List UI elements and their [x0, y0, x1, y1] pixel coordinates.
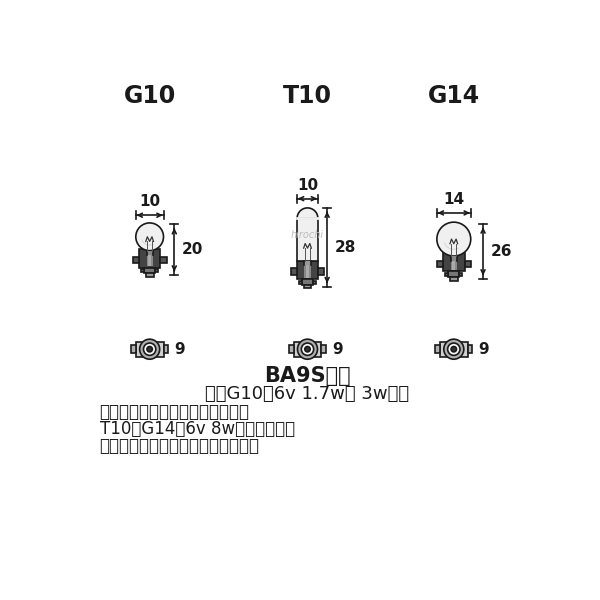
- Text: G10: G10: [124, 83, 176, 107]
- Bar: [146, 273, 154, 277]
- Bar: [451, 256, 457, 260]
- Bar: [448, 271, 459, 277]
- Bar: [464, 260, 471, 267]
- Bar: [304, 284, 311, 289]
- Bar: [459, 273, 462, 276]
- Bar: [467, 346, 472, 353]
- Text: 28: 28: [335, 240, 356, 255]
- Text: 10: 10: [297, 178, 318, 193]
- Bar: [160, 257, 167, 263]
- Bar: [443, 253, 464, 271]
- Text: hirochi: hirochi: [291, 230, 324, 240]
- Text: 9: 9: [332, 341, 343, 356]
- Text: BA9S口金: BA9S口金: [264, 366, 351, 386]
- Bar: [297, 218, 318, 260]
- Bar: [164, 346, 168, 353]
- Bar: [141, 269, 144, 272]
- Circle shape: [301, 343, 314, 355]
- Bar: [139, 249, 160, 268]
- Bar: [146, 251, 153, 266]
- Bar: [436, 346, 440, 353]
- Bar: [299, 281, 302, 284]
- Text: 20: 20: [182, 242, 203, 257]
- Text: 9: 9: [174, 341, 185, 356]
- Bar: [322, 346, 326, 353]
- Bar: [297, 260, 318, 279]
- Text: 上記形状の電球と交換できます。: 上記形状の電球と交換できます。: [100, 403, 250, 421]
- Circle shape: [305, 347, 310, 352]
- Bar: [302, 279, 313, 284]
- Bar: [144, 268, 155, 273]
- Bar: [437, 260, 443, 267]
- Circle shape: [298, 339, 317, 359]
- Text: 9: 9: [478, 341, 489, 356]
- Bar: [289, 346, 293, 353]
- Bar: [450, 277, 458, 281]
- Text: 主にG10の6v 1.7w、 3wなど: 主にG10の6v 1.7w、 3wなど: [205, 385, 410, 403]
- Bar: [136, 341, 164, 357]
- Bar: [440, 341, 467, 357]
- Bar: [290, 268, 297, 275]
- Bar: [318, 268, 325, 275]
- Text: 26: 26: [491, 244, 512, 259]
- Bar: [304, 260, 311, 265]
- Circle shape: [444, 339, 464, 359]
- Bar: [133, 257, 139, 263]
- Text: T10、G14の6v 8wなどとも交換: T10、G14の6v 8wなどとも交換: [100, 420, 295, 438]
- Text: T10: T10: [283, 83, 332, 107]
- Circle shape: [448, 343, 460, 355]
- Bar: [155, 269, 158, 272]
- Circle shape: [140, 339, 160, 359]
- Bar: [445, 273, 448, 276]
- Bar: [148, 251, 151, 266]
- Bar: [131, 346, 136, 353]
- Circle shape: [451, 347, 457, 352]
- Bar: [451, 254, 457, 270]
- Circle shape: [136, 223, 164, 251]
- Bar: [452, 254, 455, 270]
- Bar: [146, 251, 153, 255]
- Bar: [313, 281, 316, 284]
- Wedge shape: [297, 208, 318, 218]
- Circle shape: [143, 343, 156, 355]
- Text: G14: G14: [428, 83, 480, 107]
- Bar: [293, 341, 322, 357]
- Text: 10: 10: [139, 194, 160, 209]
- Circle shape: [437, 222, 471, 256]
- Circle shape: [147, 347, 152, 352]
- Bar: [306, 262, 309, 278]
- Text: 14: 14: [443, 192, 464, 207]
- Text: できますが、用途にご注意下さい。: できますが、用途にご注意下さい。: [100, 437, 260, 455]
- Bar: [304, 262, 311, 278]
